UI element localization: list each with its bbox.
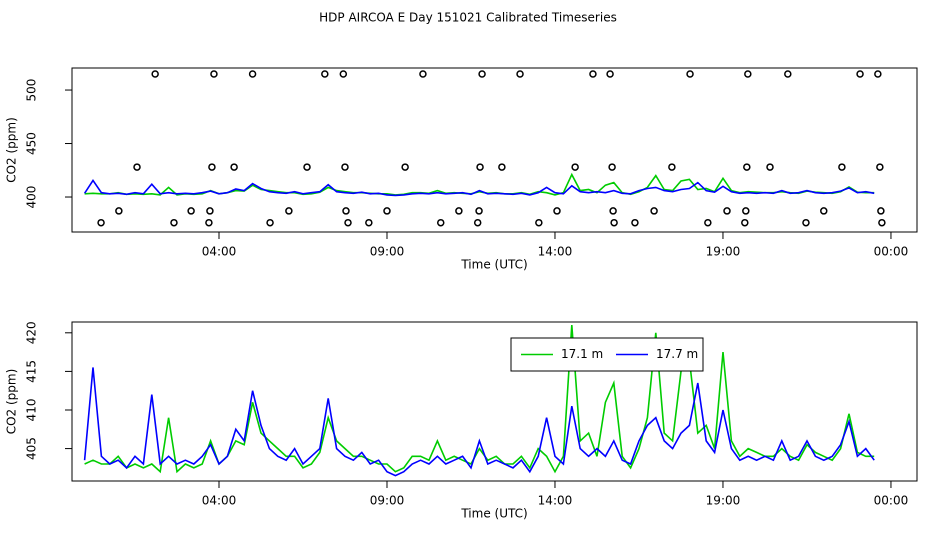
- marker: [473, 218, 482, 227]
- series-line: [83, 367, 875, 477]
- marker: [115, 207, 123, 215]
- y-tick-label: 405: [25, 437, 39, 460]
- marker: [266, 218, 274, 227]
- marker: [230, 163, 238, 171]
- marker: [478, 70, 486, 78]
- x-tick-label: 00:00: [874, 494, 909, 508]
- plot-frame: [71, 321, 918, 482]
- marker: [608, 163, 616, 171]
- y-tick-label: 400: [25, 186, 39, 209]
- x-tick-label: 04:00: [202, 245, 237, 259]
- marker: [516, 70, 524, 78]
- marker: [784, 70, 792, 78]
- marker: [820, 207, 828, 215]
- marker: [631, 218, 639, 227]
- marker: [151, 70, 159, 78]
- marker: [455, 207, 463, 215]
- marker: [610, 218, 618, 227]
- marker: [341, 163, 349, 171]
- marker: [210, 70, 218, 78]
- marker: [365, 218, 373, 227]
- marker: [838, 163, 846, 171]
- marker: [668, 163, 676, 171]
- marker: [535, 218, 543, 227]
- marker: [208, 163, 216, 171]
- y-tick-label: 415: [25, 360, 39, 383]
- marker: [339, 70, 348, 78]
- marker: [436, 218, 445, 227]
- marker: [704, 218, 712, 227]
- marker: [802, 218, 810, 227]
- marker: [723, 207, 731, 215]
- marker: [383, 207, 391, 215]
- y-axis-label: CO2 (ppm): [5, 369, 19, 435]
- marker: [686, 70, 694, 78]
- x-tick-label: 19:00: [706, 494, 741, 508]
- x-tick-label: 09:00: [370, 245, 405, 259]
- marker: [553, 207, 561, 215]
- marker: [571, 163, 579, 171]
- marker: [766, 163, 774, 171]
- y-tick-label: 410: [25, 399, 39, 422]
- y-tick-label: 450: [25, 132, 39, 155]
- marker: [606, 70, 614, 78]
- legend-label: 17.1 m: [561, 347, 603, 361]
- marker: [744, 70, 752, 78]
- plot-frame: [71, 67, 918, 233]
- chart-title: HDP AIRCOA E Day 151021 Calibrated Times…: [319, 11, 617, 25]
- legend-label: 17.7 m: [656, 347, 698, 361]
- marker: [874, 70, 882, 78]
- marker: [741, 218, 749, 227]
- x-tick-label: 09:00: [370, 494, 405, 508]
- marker: [876, 163, 884, 171]
- marker: [650, 207, 658, 215]
- x-tick-label: 14:00: [538, 494, 573, 508]
- x-tick-label: 19:00: [706, 245, 741, 259]
- marker: [419, 70, 427, 78]
- marker: [877, 207, 885, 215]
- marker: [133, 163, 141, 171]
- marker: [206, 207, 214, 215]
- x-tick-label: 14:00: [538, 245, 573, 259]
- marker: [401, 163, 409, 171]
- marker: [589, 70, 597, 78]
- marker: [285, 207, 293, 215]
- marker: [743, 163, 751, 171]
- x-axis-label: Time (UTC): [460, 258, 527, 272]
- marker: [476, 163, 484, 171]
- x-tick-label: 04:00: [202, 494, 237, 508]
- marker: [205, 218, 213, 227]
- marker: [498, 163, 506, 171]
- marker: [856, 70, 864, 78]
- marker: [609, 207, 617, 215]
- y-tick-label: 420: [25, 321, 39, 344]
- marker: [303, 163, 311, 171]
- y-axis-label: CO2 (ppm): [5, 117, 19, 183]
- marker: [97, 218, 105, 227]
- marker: [170, 218, 178, 227]
- marker: [321, 70, 329, 78]
- marker: [878, 218, 886, 227]
- marker: [344, 218, 352, 227]
- marker: [248, 70, 257, 78]
- marker: [187, 207, 195, 215]
- marker: [475, 207, 483, 215]
- x-axis-label: Time (UTC): [460, 507, 527, 521]
- marker: [342, 207, 350, 215]
- marker: [742, 207, 750, 215]
- series-line: [83, 178, 875, 197]
- y-tick-label: 500: [25, 79, 39, 102]
- x-tick-label: 00:00: [874, 245, 909, 259]
